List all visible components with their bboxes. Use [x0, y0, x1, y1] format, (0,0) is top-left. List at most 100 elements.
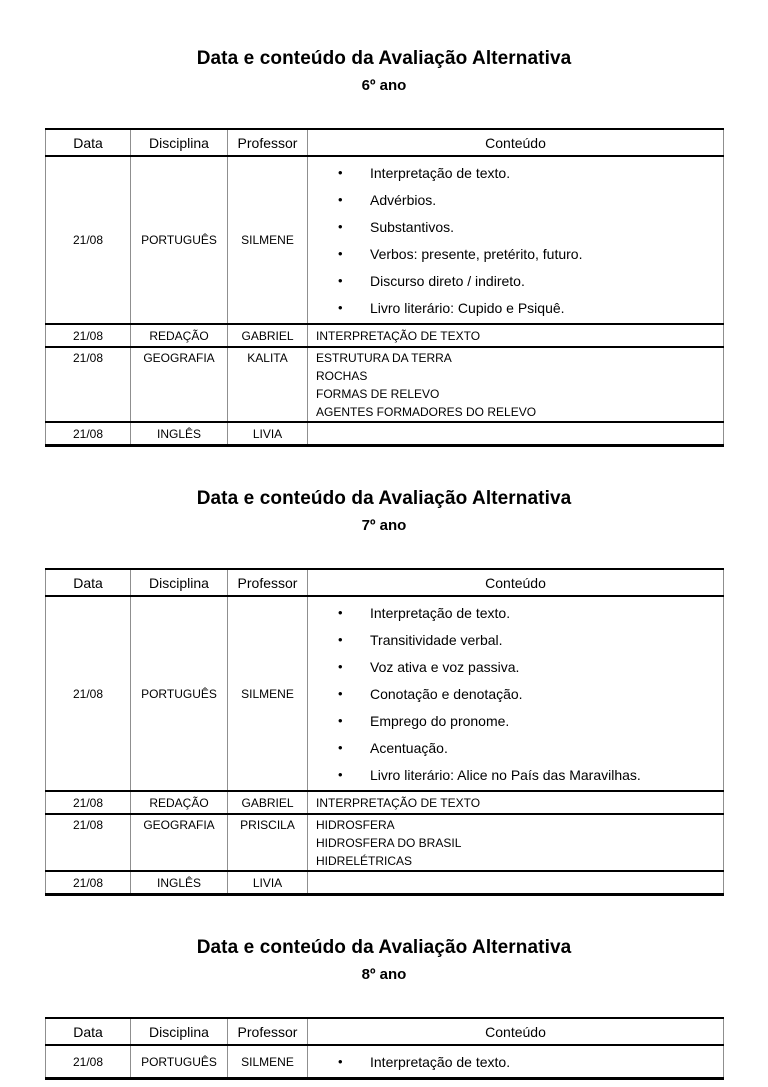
table-row: 21/08 GEOGRAFIA PRISCILA HIDROSFERA HIDROSFE… — [45, 814, 724, 871]
bullet-list-item: • Conotação e denotação. — [309, 680, 723, 707]
teacher-cell: LIVIA — [227, 422, 308, 446]
bullet-list-item: • Interpretação de texto. — [309, 599, 723, 626]
bullet-list-item: • Substantivos. — [309, 213, 723, 240]
table-row: 21/08 INGLÊS LIVIA — [45, 871, 724, 895]
content-line: AGENTES FORMADORES DO RELEVO — [316, 405, 537, 419]
bullet-icon: • — [338, 219, 343, 234]
bullet-list-item: • Livro literário: Cupido e Psiquê. — [309, 294, 723, 321]
date-cell: 21/08 — [45, 1045, 131, 1079]
subject-cell: PORTUGUÊS — [130, 596, 228, 791]
date-cell: 21/08 — [45, 814, 131, 871]
column-header-data: Data — [45, 569, 131, 596]
column-header-professor: Professor — [227, 1018, 308, 1045]
date-cell: 21/08 — [45, 422, 131, 446]
bullet-icon: • — [338, 273, 343, 288]
bullet-list-item: • Voz ativa e voz passiva. — [309, 653, 723, 680]
teacher-cell: SILMENE — [227, 156, 308, 324]
content-cell: • Interpretação de texto. • Advérbios. • Subs… — [307, 156, 724, 324]
exam-schedule-table: Data Disciplina Professor Conteúdo 21/08 POR… — [45, 128, 724, 447]
content-cell: INTERPRETAÇÃO DE TEXTO — [307, 324, 724, 347]
teacher-cell: PRISCILA — [227, 814, 308, 871]
content-cell: • Interpretação de texto. — [307, 1045, 724, 1079]
subject-cell: INGLÊS — [130, 422, 228, 446]
teacher-cell: LIVIA — [227, 871, 308, 895]
header-row: Data Disciplina Professor Conteúdo — [45, 1018, 724, 1045]
exam-schedule-table: Data Disciplina Professor Conteúdo 21/08 POR… — [45, 1017, 724, 1080]
bullet-icon: • — [338, 246, 343, 261]
column-header-disciplina: Disciplina — [130, 1018, 228, 1045]
bullet-text: Conotação e denotação. — [370, 685, 523, 702]
content-line: INTERPRETAÇÃO DE TEXTO — [316, 329, 481, 343]
content-cell: HIDROSFERA HIDROSFERA DO BRASIL HIDRELÉTRI… — [307, 814, 724, 871]
bullet-icon: • — [338, 165, 343, 180]
document-title: Data e conteúdo da Avaliação Alternativa — [196, 937, 572, 958]
content-cell: INTERPRETAÇÃO DE TEXTO — [307, 791, 724, 814]
content-line: ROCHAS — [316, 369, 368, 383]
date-cell: 21/08 — [45, 871, 131, 895]
bullet-text: Livro literário: Alice no País das Marav… — [370, 766, 641, 783]
teacher-cell: GABRIEL — [227, 324, 308, 347]
bullet-icon: • — [338, 192, 343, 207]
subject-cell: REDAÇÃO — [130, 324, 228, 347]
bullet-icon: • — [338, 767, 343, 782]
teacher-cell: SILMENE — [227, 1045, 308, 1079]
bullet-text: Acentuação. — [370, 739, 448, 756]
date-cell: 21/08 — [45, 347, 131, 422]
table-row: 21/08 REDAÇÃO GABRIEL INTERPRETAÇÃO DE TEXT… — [45, 324, 724, 347]
content-line: HIDRELÉTRICAS — [316, 854, 413, 868]
bullet-list-item: • Transitividade verbal. — [309, 626, 723, 653]
content-line: HIDROSFERA DO BRASIL — [316, 836, 462, 850]
content-line: HIDROSFERA — [316, 818, 395, 832]
date-cell: 21/08 — [45, 324, 131, 347]
date-cell: 21/08 — [45, 596, 131, 791]
table-row: 21/08 PORTUGUÊS SILMENE • Interpretação de t… — [45, 156, 724, 324]
content-line: INTERPRETAÇÃO DE TEXTO — [316, 796, 481, 810]
header-row: Data Disciplina Professor Conteúdo — [45, 569, 724, 596]
bullet-icon: • — [338, 1054, 343, 1069]
table-row: 21/08 REDAÇÃO GABRIEL INTERPRETAÇÃO DE TEXT… — [45, 791, 724, 814]
content-cell — [307, 871, 724, 895]
bullet-icon: • — [338, 605, 343, 620]
column-header-data: Data — [45, 1018, 131, 1045]
document-title: Data e conteúdo da Avaliação Alternativa — [196, 488, 572, 509]
bullet-icon: • — [338, 740, 343, 755]
date-cell: 21/08 — [45, 156, 131, 324]
bullet-icon: • — [338, 713, 343, 728]
table-row: 21/08 PORTUGUÊS SILMENE • Interpretação de t… — [45, 596, 724, 791]
bullet-text: Transitividade verbal. — [370, 631, 503, 648]
bullet-text: Voz ativa e voz passiva. — [370, 658, 520, 675]
table-row: 21/08 GEOGRAFIA KALITA ESTRUTURA DA TERRA RO… — [45, 347, 724, 422]
bullet-list-item: • Emprego do pronome. — [309, 707, 723, 734]
bullet-text: Substantivos. — [370, 218, 455, 235]
teacher-cell: SILMENE — [227, 596, 308, 791]
bullet-list-item: • Acentuação. — [309, 734, 723, 761]
document-title: Data e conteúdo da Avaliação Alternativa — [196, 48, 572, 69]
bullet-list-item: • Livro literário: Alice no País das Mara… — [309, 761, 723, 788]
bullet-list-item: • Verbos: presente, pretérito, futuro. — [309, 240, 723, 267]
date-cell: 21/08 — [45, 791, 131, 814]
bullet-icon: • — [338, 686, 343, 701]
bullet-list-item: • Advérbios. — [309, 186, 723, 213]
bullet-icon: • — [338, 659, 343, 674]
subject-cell: GEOGRAFIA — [130, 347, 228, 422]
subject-cell: GEOGRAFIA — [130, 814, 228, 871]
grade-subtitle: 8º ano — [361, 966, 407, 983]
grade-section: Data e conteúdo da Avaliação Alternativa… — [0, 487, 768, 896]
subject-cell: PORTUGUÊS — [130, 156, 228, 324]
bullet-icon: • — [338, 300, 343, 315]
table-row: 21/08 PORTUGUÊS SILMENE • Interpretação de t… — [45, 1045, 724, 1079]
bullet-text: Interpretação de texto. — [370, 164, 511, 181]
column-header-conteudo: Conteúdo — [307, 129, 724, 156]
subject-cell: PORTUGUÊS — [130, 1045, 228, 1079]
content-cell — [307, 422, 724, 446]
grade-section: Data e conteúdo da Avaliação Alternativa… — [0, 47, 768, 447]
column-header-disciplina: Disciplina — [130, 129, 228, 156]
bullet-text: Emprego do pronome. — [370, 712, 510, 729]
bullet-text: Discurso direto / indireto. — [370, 272, 525, 289]
column-header-professor: Professor — [227, 129, 308, 156]
bullet-text: Advérbios. — [370, 191, 437, 208]
content-cell: • Interpretação de texto. • Transitividade … — [307, 596, 724, 791]
header-row: Data Disciplina Professor Conteúdo — [45, 129, 724, 156]
bullet-text: Interpretação de texto. — [370, 1053, 511, 1070]
bullet-list-item: • Interpretação de texto. — [309, 159, 723, 186]
